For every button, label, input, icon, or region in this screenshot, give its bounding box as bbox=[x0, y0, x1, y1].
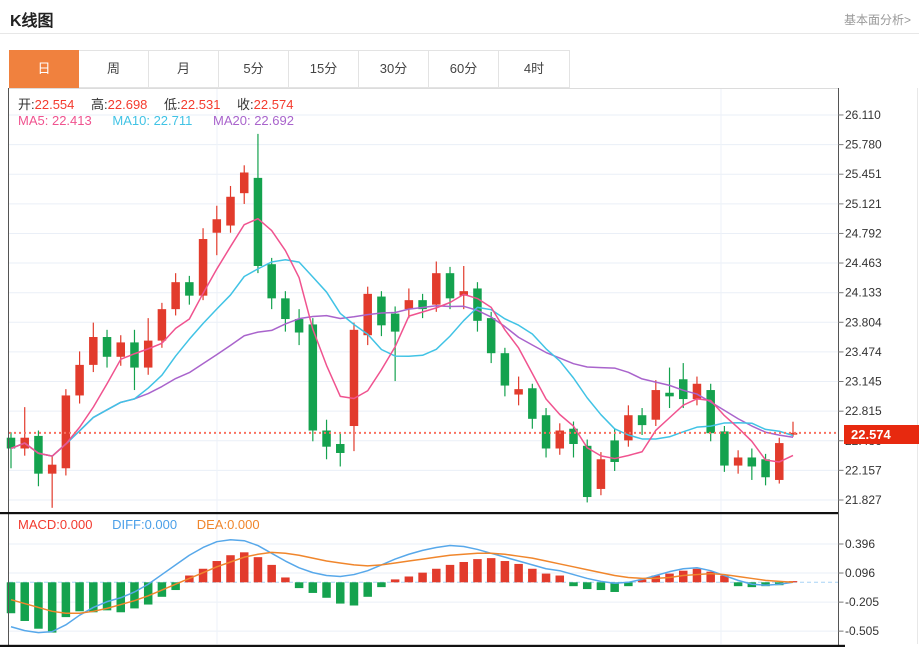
diff-label: DIFF: bbox=[112, 517, 145, 532]
ma20-line bbox=[10, 304, 794, 457]
high-value: 22.698 bbox=[107, 97, 148, 112]
tab-30min[interactable]: 30分 bbox=[359, 51, 429, 87]
tab-month[interactable]: 月 bbox=[149, 51, 219, 87]
macd-tick-label: 0.396 bbox=[845, 537, 875, 551]
period-tabbar: 日 周 月 5分 15分 30分 60分 4时 bbox=[9, 50, 570, 88]
tab-4hour[interactable]: 4时 bbox=[499, 51, 569, 87]
dea-value: 0.000 bbox=[227, 517, 260, 532]
close-value: 22.574 bbox=[253, 97, 294, 112]
macd-info-row: MACD:0.000 DIFF:0.000 DEA:0.000 bbox=[18, 517, 276, 532]
low-value: 22.531 bbox=[180, 97, 221, 112]
axes-layer bbox=[0, 88, 918, 647]
ma5-label: MA5: bbox=[18, 113, 49, 128]
price-tick-label: 22.815 bbox=[845, 404, 882, 418]
grid-layer bbox=[9, 89, 838, 644]
ma5-line bbox=[10, 217, 794, 463]
price-tick-label: 21.827 bbox=[845, 493, 882, 507]
price-tick-label: 26.110 bbox=[845, 108, 881, 122]
macd-value: 0.000 bbox=[59, 517, 93, 532]
close-label: 收: bbox=[237, 97, 254, 112]
header-divider bbox=[0, 33, 919, 34]
price-tick-label: 22.157 bbox=[845, 463, 882, 477]
macd-histogram-layer bbox=[6, 552, 798, 633]
ma20-value: 22.692 bbox=[254, 113, 294, 128]
last-price-badge-value: 22.574 bbox=[851, 427, 891, 442]
open-label: 开: bbox=[18, 97, 35, 112]
ma10-line bbox=[10, 259, 794, 457]
price-tick-label: 25.451 bbox=[845, 167, 882, 181]
ma20-label: MA20: bbox=[212, 113, 251, 128]
tab-60min[interactable]: 60分 bbox=[429, 51, 499, 87]
fundamental-analysis-link[interactable]: 基本面分析> bbox=[843, 13, 911, 27]
diff-line bbox=[10, 539, 794, 634]
low-label: 低: bbox=[164, 97, 181, 112]
price-tick-label: 24.792 bbox=[845, 226, 882, 240]
ma5-value: 22.413 bbox=[51, 113, 92, 128]
tab-day[interactable]: 日 bbox=[9, 50, 79, 88]
ma-lines-layer bbox=[10, 217, 794, 463]
ma-info-row: MA5: 22.413 MA10: 22.711 MA20: 22.692 bbox=[18, 113, 311, 128]
price-tick-label: 25.121 bbox=[845, 197, 882, 211]
price-tick-label: 24.133 bbox=[845, 286, 882, 300]
page-title: K线图 bbox=[10, 13, 54, 30]
tab-15min[interactable]: 15分 bbox=[289, 51, 359, 87]
ma10-value: 22.711 bbox=[153, 113, 193, 128]
price-tick-label: 25.780 bbox=[845, 138, 882, 152]
macd-tick-label: -0.205 bbox=[845, 595, 879, 609]
tab-week[interactable]: 周 bbox=[79, 51, 149, 87]
candles-layer bbox=[6, 133, 798, 508]
macd-axis-labels: 0.396 0.096 -0.205 -0.505 bbox=[838, 537, 879, 638]
high-label: 高: bbox=[91, 97, 108, 112]
ma10-label: MA10: bbox=[112, 113, 150, 128]
diff-value: 0.000 bbox=[144, 517, 178, 532]
price-tick-label: 23.145 bbox=[845, 375, 882, 389]
macd-lines-layer bbox=[10, 539, 794, 634]
macd-label: MACD: bbox=[18, 517, 60, 532]
open-value: 22.554 bbox=[34, 97, 75, 112]
dea-label: DEA: bbox=[196, 517, 228, 532]
last-price-badge: 22.574 bbox=[844, 425, 919, 444]
price-tick-label: 23.804 bbox=[845, 315, 882, 329]
price-tick-label: 23.474 bbox=[845, 345, 882, 359]
macd-tick-label: 0.096 bbox=[845, 566, 875, 580]
ohlc-info-row: 开:22.554 高:22.698 低:22.531 收:22.574 bbox=[18, 94, 306, 113]
tab-5min[interactable]: 5分 bbox=[219, 51, 289, 87]
dea-line bbox=[10, 551, 794, 614]
price-tick-label: 24.463 bbox=[845, 256, 882, 270]
macd-tick-label: -0.505 bbox=[845, 624, 879, 638]
price-axis-labels: 26.110 25.780 25.451 25.121 24.792 24.463 24.1… bbox=[838, 108, 882, 507]
